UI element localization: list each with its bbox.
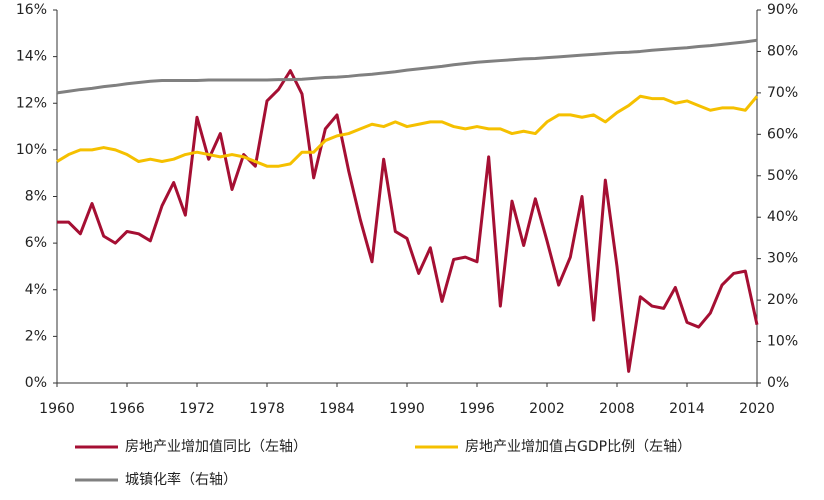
x-tick-label: 1990: [389, 401, 425, 417]
x-tick-label: 1984: [319, 401, 355, 417]
y-tick-label: 10%: [16, 142, 47, 158]
series-line: [57, 69, 759, 373]
y-tick-label: 4%: [25, 282, 47, 298]
y2-tick-label: 20%: [767, 292, 798, 308]
y2-tick-label: 0%: [767, 375, 789, 391]
y-tick-label: 8%: [25, 189, 47, 205]
y-tick-label: 14%: [16, 49, 47, 65]
x-tick-label: 1960: [39, 401, 75, 417]
y2-tick-label: 10%: [767, 334, 798, 350]
legend-label: 房地产业增加值同比（左轴）: [125, 439, 307, 455]
y-tick-label: 2%: [25, 328, 47, 344]
legend-label: 房地产业增加值占GDP比例（左轴）: [465, 439, 691, 455]
x-tick-label: 2008: [599, 401, 635, 417]
legend-label: 城镇化率（右轴）: [125, 471, 237, 488]
y2-tick-label: 30%: [767, 251, 798, 267]
x-tick-label: 1996: [459, 401, 495, 417]
y2-tick-label: 60%: [767, 126, 798, 142]
x-tick-label: 1978: [249, 401, 285, 417]
y2-tick-label: 70%: [767, 85, 798, 101]
y-tick-label: 12%: [16, 95, 47, 111]
y-tick-label: 6%: [25, 235, 47, 251]
x-tick-label: 2002: [529, 401, 565, 417]
y-tick-label: 16%: [16, 2, 47, 18]
x-tick-label: 2020: [739, 401, 775, 417]
y-tick-label: 0%: [25, 375, 47, 391]
series-line: [56, 94, 759, 168]
x-tick-label: 1972: [179, 401, 215, 417]
y2-tick-label: 90%: [767, 2, 798, 18]
x-tick-label: 1966: [109, 401, 145, 417]
y2-tick-label: 50%: [767, 168, 798, 184]
x-tick-label: 2014: [669, 401, 705, 417]
y2-tick-label: 40%: [767, 209, 798, 225]
series-line: [56, 38, 758, 95]
y2-tick-label: 80%: [767, 43, 798, 59]
